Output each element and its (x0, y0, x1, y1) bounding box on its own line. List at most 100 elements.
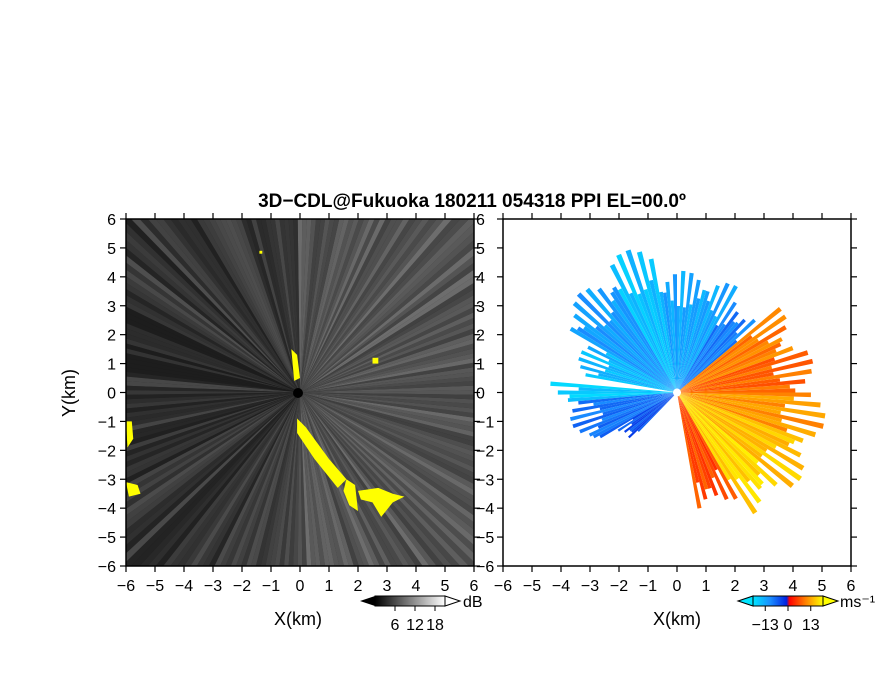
velocity-sector (569, 392, 674, 399)
velocity-sector (677, 304, 693, 389)
velocity-sector (672, 274, 677, 389)
velocity-sector (632, 394, 674, 420)
velocity-sector (629, 394, 674, 432)
left-beam (126, 381, 300, 393)
velocity-sector (637, 293, 676, 389)
left-x-tick-label: −2 (233, 578, 251, 595)
left-beam (255, 392, 300, 566)
left-beam (260, 392, 300, 566)
left-beam (270, 392, 300, 566)
left-beam (126, 323, 300, 393)
velocity-sector (680, 394, 768, 453)
left-beam (126, 357, 300, 393)
left-beam (126, 317, 300, 393)
left-beam (155, 392, 300, 566)
left-beam (300, 392, 404, 566)
velocity-sector (611, 299, 675, 390)
left-beam (300, 392, 474, 566)
left-echo-region (358, 487, 405, 517)
left-beam (300, 392, 416, 566)
left-beam (300, 392, 365, 566)
left-y-tick-label: 0 (107, 386, 116, 403)
velocity-sector (678, 285, 738, 390)
radar-site-left (293, 388, 303, 398)
left-y-tick-label-right: 5 (476, 241, 485, 258)
velocity-sector (617, 394, 674, 432)
velocity-sector (680, 379, 806, 393)
velocity-sector (680, 393, 795, 445)
left-y-tick-label-right: 2 (476, 328, 485, 345)
left-beam (274, 219, 300, 393)
left-beam (300, 392, 474, 442)
left-beam (300, 381, 474, 393)
left-beam (265, 392, 300, 566)
velocity-sector (677, 298, 701, 389)
velocity-sector (680, 325, 787, 391)
velocity-sector (680, 334, 753, 391)
colorbar-velocity-right-arrow (822, 595, 840, 607)
velocity-sector (677, 289, 707, 389)
left-beam (139, 392, 300, 566)
left-beam (300, 219, 330, 393)
left-beam (126, 343, 300, 393)
velocity-sector (679, 318, 756, 390)
right-panel: −6 −5 −4 −3 −2 −1 0 1 2 3 4 5 6 X(km) (494, 213, 857, 629)
velocity-sector (627, 395, 675, 439)
left-beam (126, 390, 300, 395)
left-beam (300, 219, 430, 393)
left-beam (126, 353, 300, 393)
left-beam (300, 392, 474, 538)
velocity-sector (608, 359, 674, 391)
left-beam (300, 219, 307, 393)
velocity-sector (679, 395, 759, 464)
left-beam (126, 328, 300, 393)
left-x-tick-label: 4 (412, 578, 421, 595)
left-beam (251, 392, 300, 566)
right-x-tick-label: −6 (494, 578, 512, 595)
left-ticks (120, 213, 480, 572)
velocity-sector (663, 292, 677, 389)
left-beam (297, 219, 303, 393)
colorbar-velocity-tick-label: 13 (802, 617, 820, 634)
velocity-sector (677, 396, 708, 500)
left-beam (300, 219, 321, 393)
left-beam (126, 255, 300, 393)
velocity-sector (678, 396, 729, 501)
left-beam (208, 392, 300, 566)
left-beam (126, 392, 300, 400)
velocity-sector (678, 396, 712, 489)
velocity-sector (567, 392, 674, 403)
velocity-sector (678, 290, 710, 389)
left-beam (202, 392, 300, 566)
velocity-sector (678, 395, 738, 500)
left-beam (126, 348, 300, 393)
left-beam (300, 392, 474, 523)
velocity-sector (678, 396, 718, 471)
velocity-sector (578, 392, 674, 405)
velocity-sector (677, 396, 700, 483)
velocity-sector (636, 251, 677, 389)
velocity-sector (569, 326, 674, 391)
left-beam (126, 333, 300, 393)
velocity-sector (679, 301, 737, 390)
left-beam (126, 392, 300, 409)
velocity-sector (680, 393, 824, 429)
velocity-sector (680, 392, 811, 398)
velocity-sector (679, 395, 763, 490)
left-y-tick-label: 2 (107, 328, 116, 345)
left-beam (300, 392, 474, 404)
velocity-sector (679, 395, 762, 504)
left-beam (300, 392, 474, 516)
left-beam (300, 348, 474, 393)
left-beam (300, 219, 386, 393)
velocity-sector (599, 393, 674, 411)
velocity-sector (680, 392, 786, 408)
velocity-sector (680, 338, 759, 391)
left-beam (126, 392, 300, 442)
left-beam (196, 392, 300, 566)
left-beam (300, 219, 453, 393)
velocity-sector (569, 393, 674, 421)
left-beam (126, 282, 300, 393)
left-beam (300, 219, 445, 393)
left-beam (126, 269, 300, 393)
